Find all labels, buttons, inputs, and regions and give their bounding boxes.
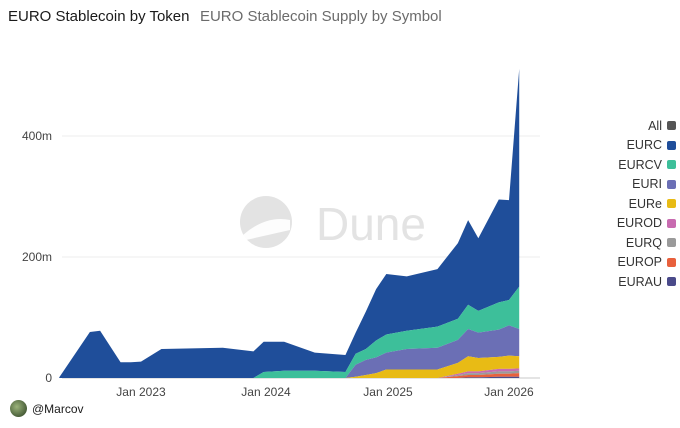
legend-label: EURI — [632, 177, 662, 192]
area-eure — [59, 355, 520, 378]
legend-label: All — [648, 118, 662, 133]
dune-watermark: Dune — [240, 196, 426, 250]
legend-item-euri[interactable]: EURI — [600, 175, 676, 195]
legend-label: EURQ — [625, 235, 662, 250]
area-euri — [59, 325, 520, 378]
legend-swatch — [667, 257, 676, 267]
y-tick-label: 200m — [22, 250, 52, 264]
y-tick-label: 400m — [22, 129, 52, 143]
legend-item-eure[interactable]: EURe — [600, 194, 676, 214]
legend-swatch — [667, 121, 676, 131]
legend-swatch — [667, 218, 676, 228]
legend-label: EURAU — [618, 274, 662, 289]
chart-header: EURO Stablecoin by Token EURO Stablecoin… — [8, 8, 442, 26]
legend-item-eurq[interactable]: EURQ — [600, 233, 676, 253]
legend-item-eurc[interactable]: EURC — [600, 136, 676, 156]
area-eurc — [59, 68, 520, 378]
legend-label: EURe — [628, 196, 662, 211]
legend-item-europ[interactable]: EUROP — [600, 253, 676, 273]
legend-label: EUROP — [617, 255, 662, 270]
x-tick-label: Jan 2023 — [116, 385, 166, 399]
y-tick-label: 0 — [45, 371, 52, 385]
area-eurcv — [59, 286, 520, 378]
legend-swatch — [667, 179, 676, 189]
legend-swatch — [667, 160, 676, 170]
legend-swatch — [667, 140, 676, 150]
author-handle: @Marcov — [32, 401, 84, 416]
chart-title: EURO Stablecoin by Token — [8, 8, 190, 25]
x-tick-label: Jan 2025 — [363, 385, 413, 399]
legend-item-eurcv[interactable]: EURCV — [600, 155, 676, 175]
legend-swatch — [667, 199, 676, 209]
user-avatar-icon — [10, 400, 27, 417]
legend-label: EURCV — [618, 157, 662, 172]
legend-label: EUROD — [616, 216, 662, 231]
chart-footer: @Marcov — [10, 400, 84, 417]
x-tick-label: Jan 2026 — [484, 385, 534, 399]
legend-item-eurod[interactable]: EUROD — [600, 214, 676, 234]
legend-item-all[interactable]: All — [600, 116, 676, 136]
legend-label: EURC — [626, 138, 662, 153]
area-eurau — [59, 376, 520, 378]
legend-swatch — [667, 277, 676, 287]
x-tick-label: Jan 2024 — [241, 385, 291, 399]
watermark-text: Dune — [316, 198, 426, 250]
legend-item-eurau[interactable]: EURAU — [600, 272, 676, 292]
chart-subtitle: EURO Stablecoin Supply by Symbol — [199, 8, 442, 25]
legend-swatch — [667, 238, 676, 248]
chart-legend: All EURC EURCV EURI EURe EUROD EURQ EUROP EURAU — [600, 116, 676, 292]
